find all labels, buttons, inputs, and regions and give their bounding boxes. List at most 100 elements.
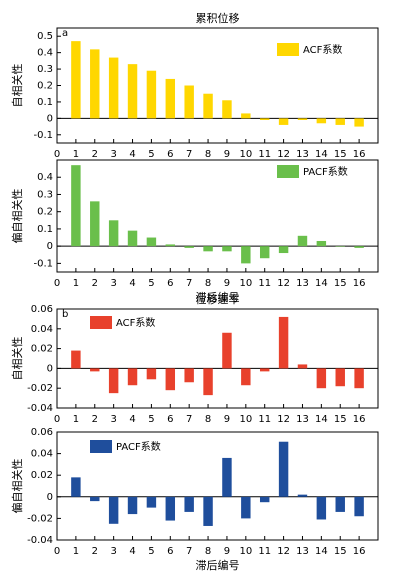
bar bbox=[222, 332, 232, 369]
y-axis-label: 偏自相关性 bbox=[10, 189, 24, 244]
x-tick-label: 7 bbox=[186, 149, 192, 160]
x-tick-label: 13 bbox=[296, 149, 309, 160]
x-tick-label: 14 bbox=[315, 414, 328, 425]
bar bbox=[316, 368, 327, 389]
y-tick-label: 0.1 bbox=[37, 97, 53, 108]
x-tick-label: 7 bbox=[186, 546, 192, 557]
x-tick-label: 6 bbox=[167, 278, 173, 289]
y-axis-label: 自相关性 bbox=[10, 337, 24, 381]
legend-swatch bbox=[90, 440, 112, 453]
x-tick-label: 8 bbox=[205, 546, 211, 557]
bar bbox=[108, 368, 119, 394]
x-tick-label: 15 bbox=[334, 414, 347, 425]
x-tick-label: 14 bbox=[315, 149, 328, 160]
y-tick-label: 0.3 bbox=[37, 64, 53, 75]
bar bbox=[203, 93, 213, 119]
x-tick-label: 15 bbox=[334, 149, 347, 160]
bar bbox=[335, 118, 345, 125]
legend-label: PACF系数 bbox=[116, 440, 161, 453]
x-tick-label: 5 bbox=[148, 546, 154, 557]
x-tick-label: 6 bbox=[167, 149, 173, 160]
bar bbox=[146, 368, 157, 380]
bar bbox=[71, 41, 81, 119]
x-tick-label: 4 bbox=[129, 149, 135, 160]
x-tick-label: 3 bbox=[110, 278, 116, 289]
y-tick-label: 0.2 bbox=[37, 81, 53, 92]
x-tick-label: 2 bbox=[92, 149, 98, 160]
bar bbox=[297, 118, 308, 120]
bar bbox=[222, 100, 232, 119]
bar bbox=[127, 496, 138, 515]
legend-swatch bbox=[277, 43, 299, 56]
x-tick-label: 13 bbox=[296, 414, 309, 425]
legend-label: PACF系数 bbox=[303, 165, 348, 178]
x-tick-label: 3 bbox=[110, 149, 116, 160]
y-tick-label: -0.1 bbox=[33, 130, 53, 141]
y-tick-label: 0.06 bbox=[31, 304, 53, 315]
x-tick-label: 13 bbox=[296, 278, 309, 289]
bar bbox=[278, 246, 289, 254]
y-tick-label: -0.04 bbox=[27, 403, 53, 414]
bar bbox=[165, 244, 176, 247]
y-tick-label: 0.2 bbox=[37, 207, 53, 218]
y-axis-label: 自相关性 bbox=[10, 64, 24, 108]
bar bbox=[222, 246, 232, 252]
y-axis-label: 偏自相关性 bbox=[10, 459, 24, 514]
x-tick-label: 5 bbox=[148, 149, 154, 160]
bar bbox=[354, 118, 364, 127]
x-tick-label: 4 bbox=[129, 546, 135, 557]
chart-title: 累积位移 bbox=[196, 11, 240, 25]
bar bbox=[184, 85, 194, 119]
bar bbox=[335, 246, 345, 247]
x-tick-label: 5 bbox=[148, 414, 154, 425]
chart-title: 位移速率 bbox=[196, 292, 240, 306]
bar bbox=[241, 246, 251, 264]
bar bbox=[108, 496, 119, 524]
x-tick-label: 0 bbox=[54, 278, 60, 289]
bar bbox=[146, 496, 157, 508]
bar bbox=[165, 496, 176, 521]
bar bbox=[90, 49, 100, 119]
bar bbox=[241, 496, 251, 519]
bar bbox=[241, 368, 251, 386]
x-tick-label: 2 bbox=[92, 278, 98, 289]
x-tick-label: 5 bbox=[148, 278, 154, 289]
x-tick-label: 1 bbox=[73, 278, 79, 289]
bar bbox=[259, 368, 270, 372]
plot-frame bbox=[56, 431, 379, 541]
bar bbox=[108, 57, 119, 119]
x-tick-label: 11 bbox=[258, 149, 271, 160]
x-tick-label: 14 bbox=[315, 278, 328, 289]
y-tick-label: 0.04 bbox=[31, 449, 53, 460]
bar bbox=[203, 496, 213, 526]
bar bbox=[184, 496, 194, 512]
legend-label: ACF系数 bbox=[303, 43, 342, 56]
x-tick-label: 10 bbox=[239, 278, 252, 289]
x-tick-label: 12 bbox=[277, 414, 290, 425]
bar bbox=[184, 246, 194, 248]
bar bbox=[127, 64, 138, 119]
y-tick-label: 0.4 bbox=[37, 172, 53, 183]
x-tick-label: 11 bbox=[258, 278, 271, 289]
y-tick-label: 0.02 bbox=[31, 470, 53, 481]
x-tick-label: 14 bbox=[315, 546, 328, 557]
y-tick-label: 0 bbox=[47, 492, 53, 503]
bar bbox=[354, 496, 364, 517]
bar bbox=[90, 368, 100, 372]
y-tick-label: 0.1 bbox=[37, 224, 53, 235]
bar bbox=[222, 457, 232, 497]
bar bbox=[259, 246, 270, 259]
y-tick-label: -0.02 bbox=[27, 383, 53, 394]
bar bbox=[354, 246, 364, 248]
plot-frame bbox=[56, 159, 379, 273]
x-tick-label: 0 bbox=[54, 414, 60, 425]
x-tick-label: 4 bbox=[129, 414, 135, 425]
y-tick-label: 0 bbox=[47, 113, 53, 124]
x-tick-label: 16 bbox=[353, 546, 366, 557]
bar bbox=[108, 220, 119, 247]
bar bbox=[316, 118, 327, 124]
x-tick-label: 9 bbox=[224, 414, 230, 425]
bar bbox=[184, 368, 194, 383]
x-tick-label: 1 bbox=[73, 414, 79, 425]
x-tick-label: 1 bbox=[73, 149, 79, 160]
